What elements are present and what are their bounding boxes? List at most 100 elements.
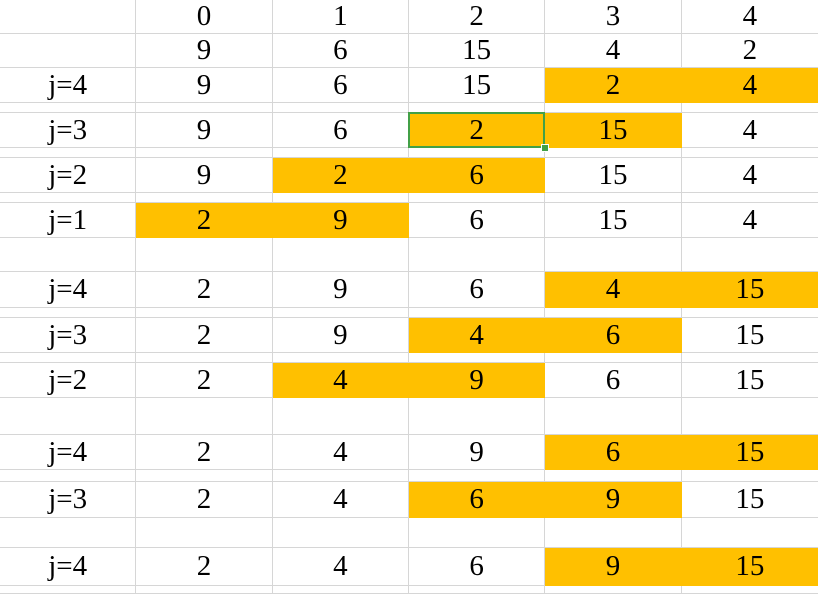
highlighted-cell[interactable]: 4: [272, 363, 409, 398]
cell[interactable]: 4: [272, 548, 409, 586]
empty-cell[interactable]: [681, 238, 818, 272]
empty-label-cell[interactable]: [0, 470, 137, 482]
empty-cell[interactable]: [272, 398, 409, 435]
row-label[interactable]: j=4: [0, 548, 137, 586]
empty-label-cell[interactable]: [0, 148, 137, 158]
column-header-cell[interactable]: 3: [545, 0, 682, 34]
highlighted-cell[interactable]: 6: [545, 318, 682, 353]
cell[interactable]: 15: [408, 68, 546, 103]
empty-cell[interactable]: [408, 238, 546, 272]
empty-cell[interactable]: [272, 308, 409, 318]
highlighted-cell[interactable]: 2: [136, 203, 273, 238]
cell[interactable]: 4: [681, 158, 818, 193]
cell[interactable]: 9: [272, 318, 409, 353]
highlighted-cell[interactable]: 9: [545, 548, 682, 586]
cell[interactable]: 9: [408, 435, 546, 470]
cell[interactable]: 2: [136, 318, 273, 353]
empty-cell[interactable]: [545, 103, 682, 113]
cell[interactable]: 15: [681, 318, 818, 353]
highlighted-cell[interactable]: 4: [681, 68, 818, 103]
empty-cell[interactable]: [545, 353, 682, 363]
cell[interactable]: 6: [408, 272, 546, 308]
row-label[interactable]: j=1: [0, 203, 137, 238]
cell[interactable]: 4: [681, 203, 818, 238]
empty-cell[interactable]: [545, 518, 682, 548]
empty-cell[interactable]: [136, 308, 273, 318]
row-label[interactable]: j=2: [0, 158, 137, 193]
column-header-cell[interactable]: 2: [408, 0, 546, 34]
empty-label-cell[interactable]: [0, 586, 137, 594]
highlighted-cell[interactable]: 15: [681, 548, 818, 586]
empty-cell[interactable]: [272, 193, 409, 203]
empty-label-cell[interactable]: [0, 238, 137, 272]
empty-cell[interactable]: [272, 103, 409, 113]
cell[interactable]: 2: [681, 34, 818, 68]
cell[interactable]: 6: [408, 203, 546, 238]
cell[interactable]: 15: [681, 363, 818, 398]
empty-cell[interactable]: [681, 398, 818, 435]
cell[interactable]: 6: [272, 113, 409, 148]
cell[interactable]: 2: [136, 435, 273, 470]
cell[interactable]: 9: [136, 34, 273, 68]
column-header-cell[interactable]: 4: [681, 0, 818, 34]
empty-cell[interactable]: [272, 518, 409, 548]
empty-cell[interactable]: [681, 308, 818, 318]
empty-label-cell[interactable]: [0, 308, 137, 318]
empty-label-cell[interactable]: [0, 34, 137, 68]
empty-cell[interactable]: [408, 353, 546, 363]
cell[interactable]: 2: [136, 272, 273, 308]
highlighted-cell[interactable]: 9: [272, 203, 409, 238]
empty-cell[interactable]: [681, 193, 818, 203]
row-label[interactable]: j=3: [0, 482, 137, 518]
highlighted-cell[interactable]: 9: [408, 363, 546, 398]
empty-label-cell[interactable]: [0, 0, 137, 34]
empty-cell[interactable]: [272, 148, 409, 158]
highlighted-cell[interactable]: 2: [545, 68, 682, 103]
highlighted-cell[interactable]: 6: [408, 482, 546, 518]
empty-cell[interactable]: [545, 398, 682, 435]
empty-cell[interactable]: [408, 470, 546, 482]
empty-cell[interactable]: [136, 398, 273, 435]
cell[interactable]: 4: [272, 482, 409, 518]
empty-cell[interactable]: [136, 103, 273, 113]
row-label[interactable]: j=4: [0, 272, 137, 308]
empty-cell[interactable]: [681, 103, 818, 113]
cell[interactable]: 9: [136, 68, 273, 103]
cell[interactable]: 2: [136, 363, 273, 398]
row-label[interactable]: j=3: [0, 113, 137, 148]
empty-label-cell[interactable]: [0, 398, 137, 435]
cell[interactable]: 4: [272, 435, 409, 470]
empty-cell[interactable]: [545, 586, 682, 594]
empty-cell[interactable]: [545, 148, 682, 158]
highlighted-cell[interactable]: 6: [408, 158, 546, 193]
cell[interactable]: 9: [136, 158, 273, 193]
empty-cell[interactable]: [545, 470, 682, 482]
empty-cell[interactable]: [545, 238, 682, 272]
highlighted-cell[interactable]: 2: [272, 158, 409, 193]
empty-label-cell[interactable]: [0, 518, 137, 548]
row-label[interactable]: j=3: [0, 318, 137, 353]
highlighted-cell[interactable]: 15: [681, 272, 818, 308]
empty-cell[interactable]: [681, 470, 818, 482]
empty-cell[interactable]: [272, 238, 409, 272]
highlighted-cell[interactable]: 6: [545, 435, 682, 470]
empty-cell[interactable]: [408, 586, 546, 594]
empty-label-cell[interactable]: [0, 193, 137, 203]
row-label[interactable]: j=4: [0, 68, 137, 103]
empty-cell[interactable]: [681, 353, 818, 363]
empty-label-cell[interactable]: [0, 353, 137, 363]
empty-cell[interactable]: [136, 518, 273, 548]
column-header-cell[interactable]: 1: [272, 0, 409, 34]
cell[interactable]: 15: [681, 482, 818, 518]
cell[interactable]: 15: [408, 34, 546, 68]
highlighted-cell[interactable]: 4: [545, 272, 682, 308]
cell[interactable]: 6: [545, 363, 682, 398]
empty-cell[interactable]: [681, 148, 818, 158]
empty-cell[interactable]: [408, 308, 546, 318]
empty-cell[interactable]: [681, 518, 818, 548]
cell[interactable]: 9: [136, 113, 273, 148]
empty-cell[interactable]: [408, 103, 546, 113]
empty-cell[interactable]: [408, 193, 546, 203]
empty-cell[interactable]: [136, 353, 273, 363]
cell[interactable]: 4: [545, 34, 682, 68]
